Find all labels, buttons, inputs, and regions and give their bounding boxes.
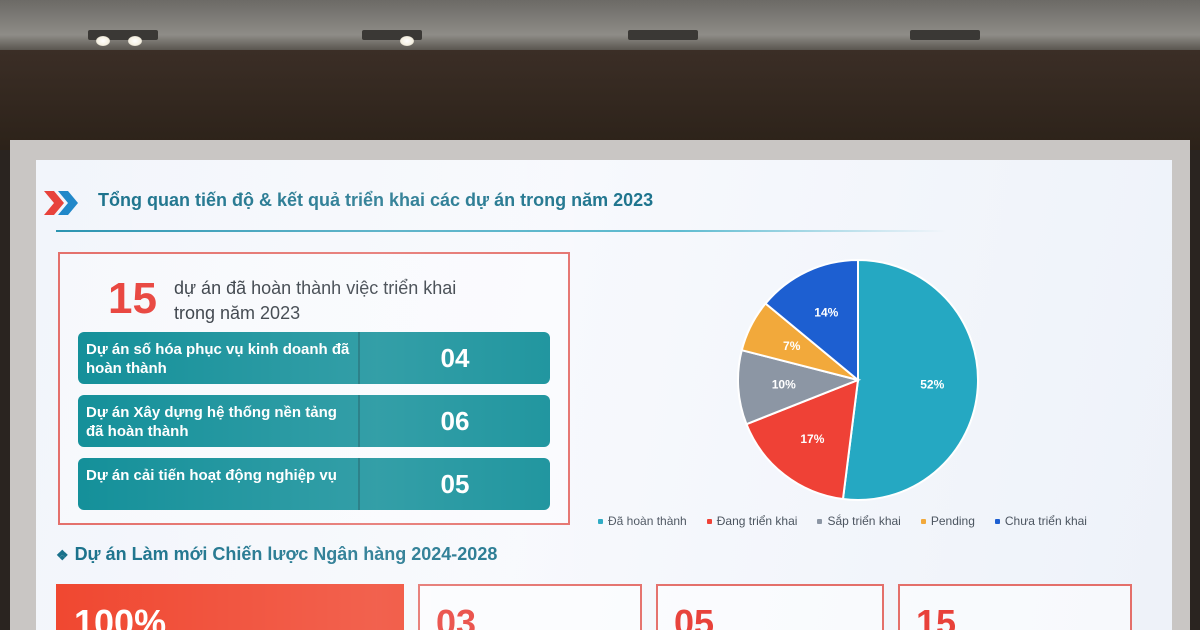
legend-label: Pending [930,514,975,528]
summary-box: 15 dự án đã hoàn thành việc triển khai t… [58,252,570,525]
legend-marker-icon [994,518,1000,524]
stat-value: 100% [74,602,167,630]
metric-value: 06 [440,406,470,436]
stat-card: 15 [898,584,1132,630]
project-status-pie-chart: 52% 17% 10% 7% 14% [737,258,979,501]
completed-count: 15 [108,274,157,323]
stat-card-percent: 100% [56,584,404,630]
pie-slice-label: 10% [772,378,796,392]
pie-slice-label: 14% [814,306,838,320]
slide-title: Tổng quan tiến độ & kết quả triển khai c… [98,190,654,210]
ceiling-fixture [362,30,422,40]
legend-item: Pending [920,514,975,528]
strategy-heading-text: Dự án Làm mới Chiến lược Ngân hàng 2024-… [74,544,498,564]
legend-label: Đã hoàn thành [608,514,687,528]
metric-row-operations: Dự án cải tiến hoạt động nghiệp vụ 05 [78,458,550,510]
metric-divider [358,458,360,510]
title-underline [56,230,946,232]
pie-slice-2 [737,348,862,426]
stat-value: 05 [674,602,715,630]
pie-legend: Đã hoàn thành Đang triển khai Sắp triển kh… [598,514,1158,528]
stat-card: 05 [656,584,884,630]
ceiling [0,0,1200,50]
legend-marker-icon [817,518,823,524]
metric-divider [358,395,360,447]
legend-label: Chưa triển khai [1004,514,1087,528]
pie-slice-1 [745,378,860,501]
legend-marker-icon [706,518,712,524]
metric-row-digitization: Dự án số hóa phục vụ kinh doanh đã hoàn … [78,332,550,384]
chevrons-logo-icon [44,191,78,215]
ceiling-fixture [910,30,980,40]
legend-marker-icon [598,518,603,524]
wall [0,50,1200,150]
legend-label: Đang triển khai [716,514,798,528]
metric-label: Dự án cải tiến hoạt động nghiệp vụ [86,467,337,484]
diamond-bullet-icon: ❖ [56,547,69,563]
pie-slice-4 [764,258,859,383]
stat-card: 03 [418,584,642,630]
strategy-section-heading: ❖ Dự án Làm mới Chiến lược Ngân hàng 2024… [56,544,497,565]
completed-caption: dự án đã hoàn thành việc triển khai tron… [174,278,457,323]
ceiling-light [96,36,110,46]
metric-divider [358,332,360,384]
metric-value: 04 [440,343,470,373]
legend-item: Chưa triển khai [994,514,1087,528]
pie-slice-0 [841,258,979,501]
metric-value: 05 [440,469,470,499]
metric-label: Dự án số hóa phục vụ kinh doanh đã hoàn … [86,341,350,377]
pie-slice-label: 52% [920,378,944,392]
pie-slice-label: 7% [783,339,801,353]
legend-label: Sắp triển khai [827,514,901,528]
legend-marker-icon [920,518,926,524]
pie-slice-label: 17% [800,432,824,446]
legend-item: Đã hoàn thành [598,514,687,528]
metric-row-platform: Dự án Xây dựng hệ thống nền tảng đã hoàn… [78,395,550,447]
legend-item: Sắp triển khai [817,514,901,528]
legend-item: Đang triển khai [706,514,798,528]
projector-slide: Tổng quan tiến độ & kết quả triển khai c… [36,160,1172,630]
ceiling-fixture [88,30,158,40]
ceiling-light [128,36,142,46]
ceiling-light [400,36,414,46]
ceiling-fixture [628,30,698,40]
stat-value: 03 [436,602,477,630]
stat-value: 15 [916,602,957,630]
metric-label: Dự án Xây dựng hệ thống nền tảng đã hoàn… [86,404,337,440]
